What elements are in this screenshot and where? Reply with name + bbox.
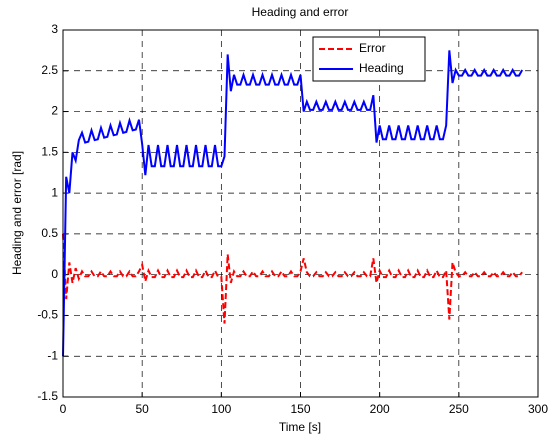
y-tick-label: 2 [51, 104, 58, 118]
legend-box [312, 36, 426, 82]
legend-label: Heading [359, 61, 404, 75]
x-tick-label: 200 [370, 402, 390, 416]
x-tick-label: 250 [449, 402, 469, 416]
chart-title: Heading and error [252, 5, 349, 19]
y-tick-label: 2.5 [41, 63, 58, 77]
y-tick-label: -1.5 [37, 389, 58, 403]
y-tick-label: 0 [51, 267, 58, 281]
x-tick-label: 0 [60, 402, 67, 416]
x-tick-label: 300 [528, 402, 548, 416]
y-tick-label: 3 [51, 22, 58, 36]
y-tick-label: -0.5 [37, 308, 58, 322]
y-tick-label: 1 [51, 185, 58, 199]
legend-label: Error [359, 41, 386, 55]
x-tick-label: 100 [211, 402, 231, 416]
data-line [62, 233, 523, 324]
x-tick-label: 150 [290, 402, 310, 416]
y-tick-label: 0.5 [41, 226, 58, 240]
y-tick-label: -1 [47, 348, 58, 362]
x-tick-label: 50 [135, 402, 149, 416]
y-tick-label: 1.5 [41, 145, 58, 159]
y-axis-label: Heading and error [rad] [10, 151, 24, 275]
x-axis-label: Time [s] [279, 420, 321, 434]
plot-frame [62, 29, 539, 398]
data-line [62, 50, 524, 357]
plot-area [63, 30, 538, 397]
